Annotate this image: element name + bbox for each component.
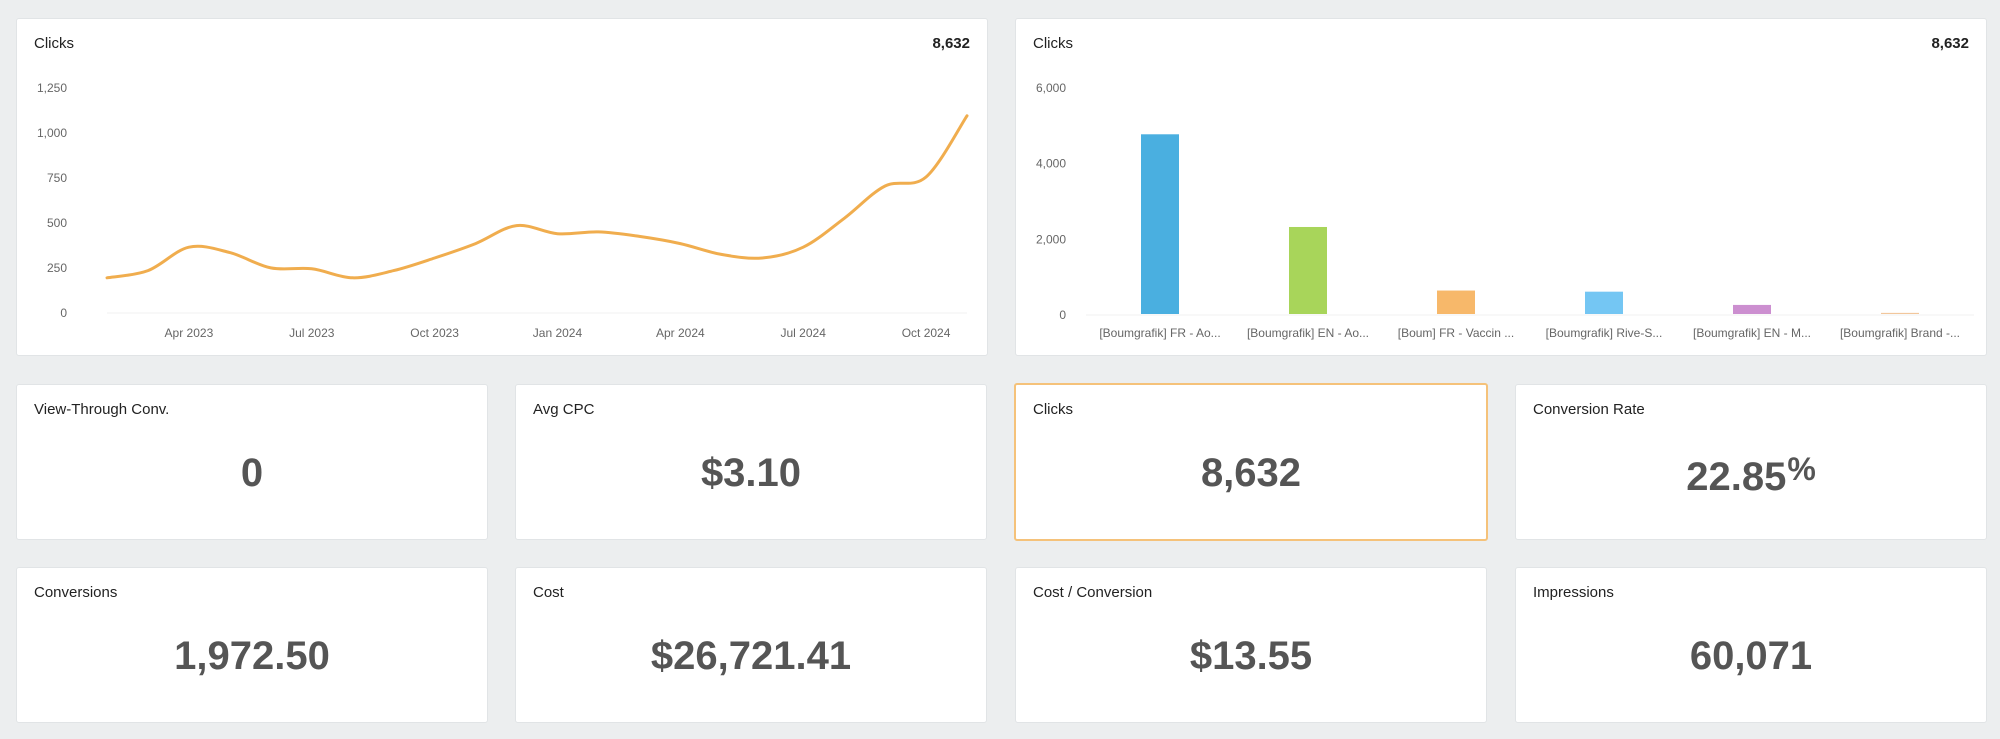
metric-value: 0 [240, 451, 264, 495]
metric-value: 8,632 [1200, 451, 1302, 495]
metric-label: Impressions [1533, 584, 1614, 601]
y-tick-label: 250 [47, 261, 67, 275]
x-tick-label: [Boum] FR - Vaccin ... [1398, 326, 1514, 340]
bar-chart-title: Clicks [1033, 35, 1073, 52]
line-chart-title: Clicks [34, 35, 74, 52]
metric-value: $26,721.41 [650, 634, 852, 678]
y-tick-label: 500 [47, 216, 67, 230]
y-tick-label: 750 [47, 171, 67, 185]
x-tick-label: [Boumgrafik] EN - Ao... [1247, 326, 1369, 340]
x-tick-label: [Boumgrafik] Brand -... [1840, 326, 1960, 340]
y-tick-label: 0 [1059, 308, 1066, 322]
metric-card-cost-per-conversion[interactable]: Cost / Conversion $13.55 [1015, 567, 1487, 723]
bar [1881, 312, 1919, 314]
metric-label: View-Through Conv. [34, 401, 170, 418]
x-tick-label: Apr 2023 [165, 326, 214, 340]
x-tick-label: Jan 2024 [533, 326, 583, 340]
y-tick-label: 4,000 [1036, 157, 1066, 171]
metric-card-clicks[interactable]: Clicks 8,632 [1014, 383, 1488, 541]
x-tick-label: [Boumgrafik] FR - Ao... [1099, 326, 1220, 340]
y-tick-label: 2,000 [1036, 232, 1066, 246]
bar-chart: 0 2,000 4,000 6,000 [Boumgrafik] FR - Ao... [… [1036, 81, 1974, 340]
x-tick-label: Jul 2024 [781, 326, 827, 340]
metric-label: Clicks [1033, 401, 1073, 418]
x-tick-label: Apr 2024 [656, 326, 705, 340]
y-tick-label: 1,250 [37, 81, 67, 95]
metric-card-impressions[interactable]: Impressions 60,071 [1515, 567, 1987, 723]
bar-chart-card: Clicks 8,632 0 2,000 4,000 6,000 [Boumgrafik… [1015, 18, 1987, 356]
bar [1437, 290, 1475, 314]
metric-card-avg-cpc[interactable]: Avg CPC $3.10 [515, 384, 987, 540]
metric-card-conversion-rate[interactable]: Conversion Rate 22.85% [1515, 384, 1987, 540]
metric-value: $3.10 [700, 451, 802, 495]
metric-label: Avg CPC [533, 401, 595, 418]
metric-value: 22.85% [1686, 451, 1816, 499]
bar [1141, 134, 1179, 314]
metric-value: 1,972.50 [174, 634, 330, 678]
metric-value: 60,071 [1689, 634, 1813, 678]
line-chart-card: Clicks 8,632 0 250 500 750 1,000 1,250 Apr 202… [16, 18, 988, 356]
series-line-clicks [105, 114, 969, 280]
line-chart-total: 8,632 [932, 35, 970, 52]
y-tick-label: 1,000 [37, 126, 67, 140]
metric-value: $13.55 [1189, 634, 1313, 678]
metric-label: Cost / Conversion [1033, 584, 1153, 601]
metric-label: Conversions [34, 584, 118, 601]
metric-label: Cost [533, 584, 564, 601]
line-chart: 0 250 500 750 1,000 1,250 Apr 2023 Jul 2023 Oct … [37, 81, 969, 340]
x-tick-label: Jul 2023 [289, 326, 335, 340]
bar [1733, 304, 1771, 314]
metric-label: Conversion Rate [1533, 401, 1645, 418]
x-tick-label: [Boumgrafik] EN - M... [1693, 326, 1811, 340]
metric-card-view-through-conv[interactable]: View-Through Conv. 0 [16, 384, 488, 540]
x-tick-label: Oct 2023 [410, 326, 459, 340]
x-tick-label: [Boumgrafik] Rive-S... [1546, 326, 1663, 340]
bar-chart-total: 8,632 [1931, 35, 1969, 52]
metric-card-conversions[interactable]: Conversions 1,972.50 [16, 567, 488, 723]
y-tick-label: 6,000 [1036, 81, 1066, 95]
metric-card-cost[interactable]: Cost $26,721.41 [515, 567, 987, 723]
bar [1289, 226, 1327, 314]
bar [1585, 291, 1623, 314]
x-tick-label: Oct 2024 [902, 326, 951, 340]
y-tick-label: 0 [60, 306, 67, 320]
percent-suffix: % [1787, 451, 1816, 487]
